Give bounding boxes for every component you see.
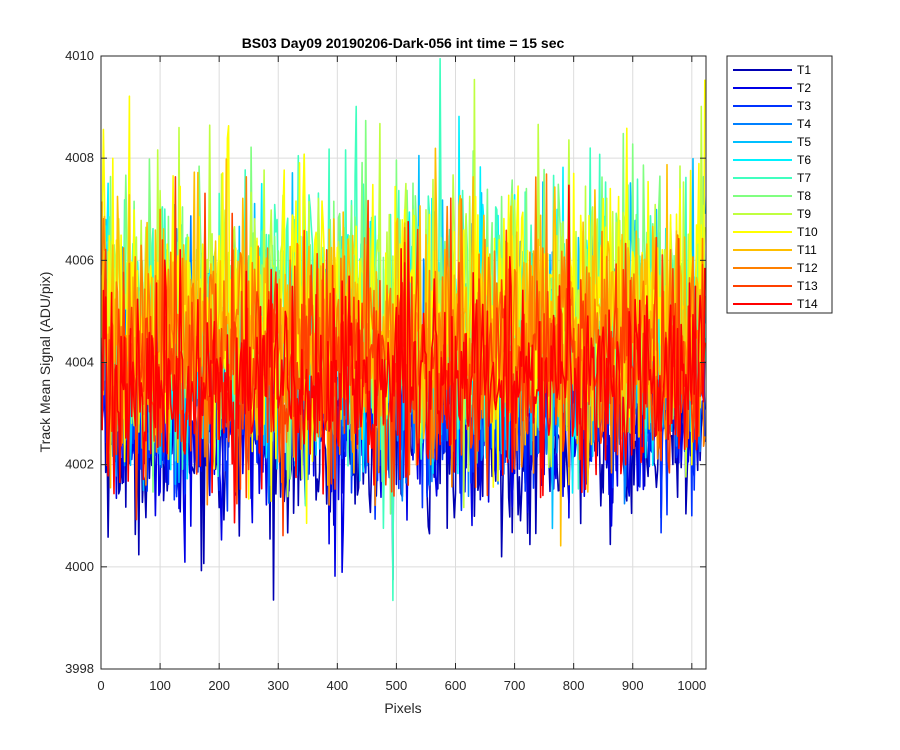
legend-label-t12: T12 <box>797 261 818 275</box>
y-tick-label: 4002 <box>65 457 94 472</box>
legend-label-t9: T9 <box>797 207 811 221</box>
x-tick-label: 900 <box>622 678 644 693</box>
legend-label-t3: T3 <box>797 99 811 113</box>
chart-title: BS03 Day09 20190206-Dark-056 int time = … <box>242 35 565 51</box>
y-tick-label: 4000 <box>65 559 94 574</box>
x-tick-label: 0 <box>97 678 104 693</box>
x-tick-label: 1000 <box>677 678 706 693</box>
x-tick-label: 400 <box>326 678 348 693</box>
legend-box <box>726 55 833 314</box>
y-tick-label: 4010 <box>65 48 94 63</box>
legend-label-t1: T1 <box>797 63 811 77</box>
legend-label-t2: T2 <box>797 81 811 95</box>
x-axis-label: Pixels <box>384 700 421 716</box>
legend-label-t13: T13 <box>797 279 818 293</box>
legend-label-t6: T6 <box>797 153 811 167</box>
legend-label-t10: T10 <box>797 225 818 239</box>
legend-label-t7: T7 <box>797 171 811 185</box>
x-tick-label: 800 <box>563 678 585 693</box>
legend-label-t14: T14 <box>797 297 818 311</box>
legend: T1 T2 T3 T4 T5 T6 T7 T8 T9 T10 T11 T12 T13 T14 <box>726 55 833 314</box>
x-tick-label: 300 <box>267 678 289 693</box>
legend-label-t5: T5 <box>797 135 811 149</box>
series-layer <box>101 57 706 602</box>
y-tick-label: 3998 <box>65 661 94 676</box>
y-tick-label: 4006 <box>65 252 94 267</box>
x-tick-label: 200 <box>208 678 230 693</box>
x-tick-label: 600 <box>445 678 467 693</box>
legend-label-t4: T4 <box>797 117 811 131</box>
axis-ticks: 0 100 200 300 400 500 600 700 800 900 1000 3998 4000… <box>65 48 706 693</box>
legend-label-t8: T8 <box>797 189 811 203</box>
legend-label-t11: T11 <box>797 243 817 257</box>
series-line-t14 <box>101 184 706 524</box>
x-tick-label: 700 <box>504 678 526 693</box>
y-tick-label: 4008 <box>65 150 94 165</box>
x-tick-label: 500 <box>386 678 408 693</box>
y-tick-label: 4004 <box>65 355 94 370</box>
x-tick-label: 100 <box>149 678 171 693</box>
y-axis-label: Track Mean Signal (ADU/pix) <box>37 272 53 453</box>
